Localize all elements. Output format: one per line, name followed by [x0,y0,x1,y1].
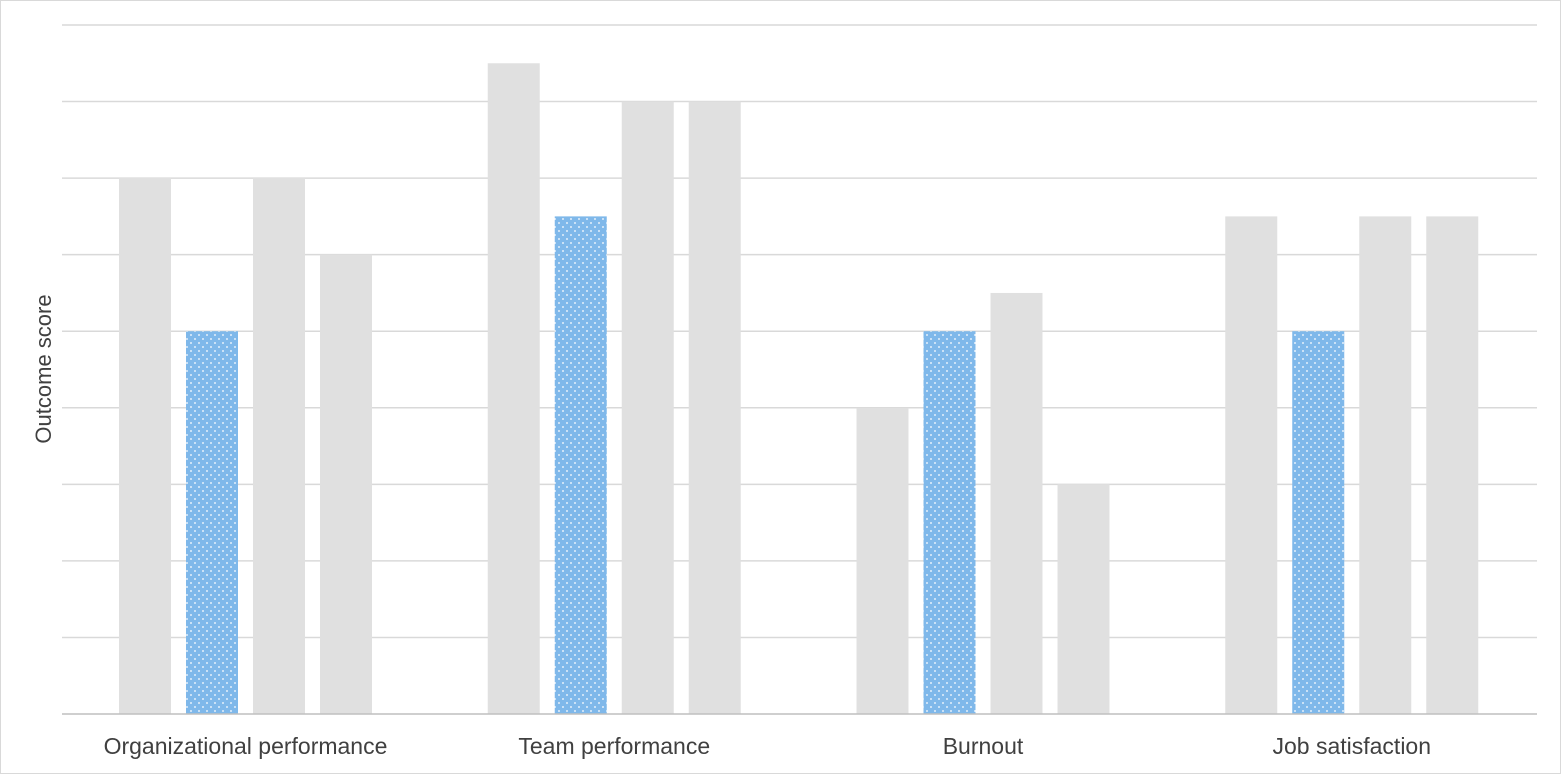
bar-2-1 [487,63,540,715]
bar-2-2 [554,216,607,714]
category-labels: Organizational performance Team performan… [104,733,1431,759]
bar-1-1 [119,178,171,715]
bar-1-2 [186,331,238,714]
category-label: Organizational performance [104,733,388,759]
bar-4-3 [1359,216,1412,714]
bar-2-3 [621,101,674,715]
bar-2-4 [688,101,741,715]
bar-3-3 [990,292,1043,714]
bar-4-1 [1225,216,1278,714]
bars [119,63,1479,715]
y-axis-title: Outcome score [31,294,56,443]
bar-3-4 [1057,484,1110,714]
bar-3-1 [856,407,909,714]
category-label: Job satisfaction [1272,733,1431,759]
bar-4-4 [1426,216,1479,714]
bar-1-4 [320,254,372,714]
gridlines [62,24,1537,639]
category-label: Burnout [943,733,1024,759]
bar-4-2 [1292,331,1345,714]
bar-3-2 [923,331,976,714]
category-label: Team performance [518,733,710,759]
bar-1-3 [253,178,305,715]
